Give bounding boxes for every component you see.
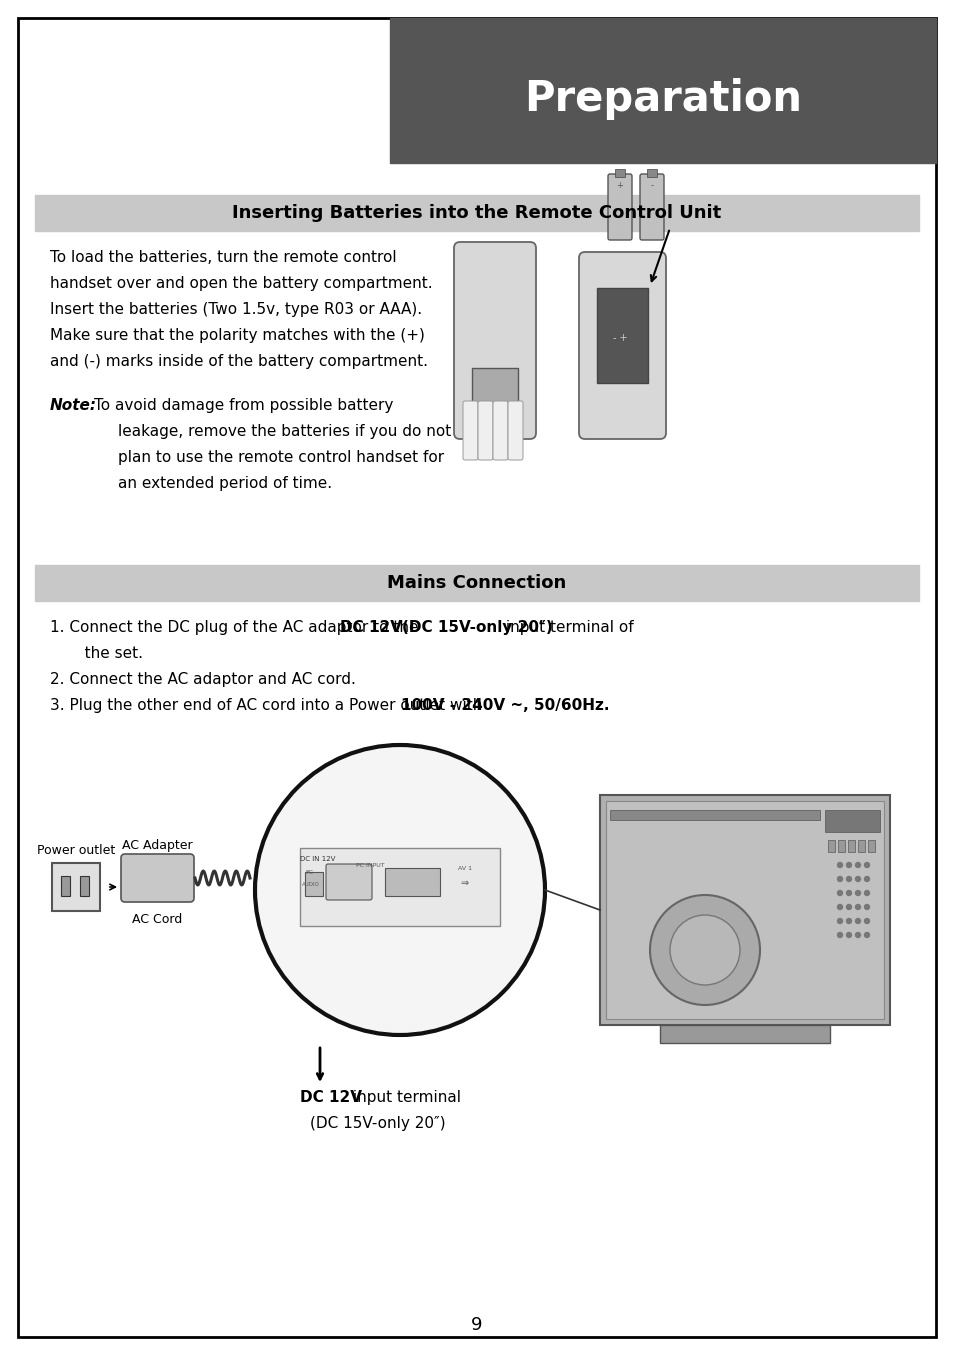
Bar	[52, 863, 100, 911]
Bar	[659, 1024, 829, 1043]
Circle shape	[845, 890, 851, 896]
Circle shape	[855, 932, 860, 938]
Text: Mains Connection: Mains Connection	[387, 575, 566, 592]
Text: Note:: Note:	[50, 398, 97, 413]
Bar	[824, 810, 879, 832]
Text: 9: 9	[471, 1316, 482, 1335]
Bar	[472, 369, 517, 416]
Bar	[615, 169, 624, 178]
Circle shape	[669, 915, 740, 985]
Bar	[605, 801, 883, 1019]
FancyBboxPatch shape	[326, 864, 372, 900]
Bar	[390, 18, 935, 163]
FancyBboxPatch shape	[462, 401, 477, 459]
Circle shape	[837, 863, 841, 867]
Circle shape	[837, 932, 841, 938]
Text: the set.: the set.	[70, 646, 143, 661]
Bar	[599, 795, 889, 1024]
FancyBboxPatch shape	[607, 173, 631, 240]
Circle shape	[649, 896, 760, 1005]
Bar	[35, 565, 918, 602]
Bar	[827, 840, 834, 852]
Text: Inserting Batteries into the Remote Control Unit: Inserting Batteries into the Remote Cont…	[233, 205, 720, 222]
Bar	[35, 195, 918, 230]
Text: ⇒: ⇒	[460, 878, 469, 888]
Circle shape	[837, 919, 841, 924]
Circle shape	[863, 919, 868, 924]
Text: plan to use the remote control handset for: plan to use the remote control handset f…	[118, 450, 444, 465]
Circle shape	[855, 863, 860, 867]
Bar	[61, 875, 70, 896]
Text: AV 1: AV 1	[457, 866, 472, 871]
FancyBboxPatch shape	[454, 243, 536, 439]
Bar	[385, 869, 439, 896]
Bar	[646, 169, 657, 178]
Text: 3. Plug the other end of AC cord into a Power outlet with: 3. Plug the other end of AC cord into a …	[50, 698, 487, 713]
Text: Preparation: Preparation	[523, 77, 801, 119]
Text: Make sure that the polarity matches with the (+): Make sure that the polarity matches with…	[50, 328, 424, 343]
Circle shape	[863, 905, 868, 909]
Text: input terminal: input terminal	[348, 1089, 460, 1104]
Text: Insert the batteries (Two 1.5v, type R03 or AAA).: Insert the batteries (Two 1.5v, type R03…	[50, 302, 421, 317]
Text: Power outlet: Power outlet	[37, 844, 115, 856]
Bar	[80, 875, 89, 896]
Bar	[609, 810, 820, 820]
Text: DC 12V: DC 12V	[299, 1089, 361, 1104]
Text: (DC 15V-only 20″): (DC 15V-only 20″)	[310, 1117, 445, 1131]
Text: DC 12V(DC 15V-only 20″): DC 12V(DC 15V-only 20″)	[340, 621, 553, 635]
Text: 100V - 240V ~, 50/60Hz.: 100V - 240V ~, 50/60Hz.	[400, 698, 609, 713]
Bar	[867, 840, 874, 852]
FancyBboxPatch shape	[578, 252, 665, 439]
Circle shape	[855, 905, 860, 909]
Circle shape	[863, 877, 868, 882]
Text: input terminal of: input terminal of	[501, 621, 634, 635]
FancyBboxPatch shape	[477, 401, 493, 459]
Bar	[857, 840, 864, 852]
Circle shape	[863, 932, 868, 938]
Circle shape	[863, 890, 868, 896]
Text: AC Cord: AC Cord	[132, 913, 182, 925]
Circle shape	[845, 863, 851, 867]
Text: DC IN 12V: DC IN 12V	[300, 856, 335, 862]
Text: To avoid damage from possible battery: To avoid damage from possible battery	[94, 398, 393, 413]
Text: -: -	[650, 182, 653, 191]
Text: and (-) marks inside of the battery compartment.: and (-) marks inside of the battery comp…	[50, 354, 428, 369]
FancyBboxPatch shape	[639, 173, 663, 240]
Text: PC INPUT: PC INPUT	[355, 863, 384, 869]
Circle shape	[845, 877, 851, 882]
Text: FC: FC	[305, 870, 313, 875]
Circle shape	[845, 919, 851, 924]
Text: leakage, remove the batteries if you do not: leakage, remove the batteries if you do …	[118, 424, 451, 439]
Circle shape	[855, 877, 860, 882]
Bar	[597, 289, 647, 383]
Circle shape	[254, 745, 544, 1035]
Text: AUDIO: AUDIO	[302, 882, 319, 888]
Bar	[847, 840, 854, 852]
Text: - +: - +	[613, 333, 627, 343]
Circle shape	[855, 890, 860, 896]
Text: an extended period of time.: an extended period of time.	[118, 476, 332, 491]
Circle shape	[837, 905, 841, 909]
Text: AC Adapter: AC Adapter	[122, 839, 193, 852]
FancyBboxPatch shape	[493, 401, 507, 459]
Text: +: +	[616, 182, 622, 191]
Text: 1. Connect the DC plug of the AC adaptor to the: 1. Connect the DC plug of the AC adaptor…	[50, 621, 423, 635]
Text: To load the batteries, turn the remote control: To load the batteries, turn the remote c…	[50, 251, 396, 266]
Circle shape	[845, 905, 851, 909]
Circle shape	[863, 863, 868, 867]
Circle shape	[837, 877, 841, 882]
Bar	[299, 848, 499, 925]
Bar	[837, 840, 844, 852]
FancyBboxPatch shape	[507, 401, 522, 459]
Bar	[305, 873, 323, 896]
FancyBboxPatch shape	[121, 854, 193, 902]
Circle shape	[837, 890, 841, 896]
Circle shape	[855, 919, 860, 924]
Circle shape	[845, 932, 851, 938]
Text: handset over and open the battery compartment.: handset over and open the battery compar…	[50, 276, 432, 291]
Text: 2. Connect the AC adaptor and AC cord.: 2. Connect the AC adaptor and AC cord.	[50, 672, 355, 687]
